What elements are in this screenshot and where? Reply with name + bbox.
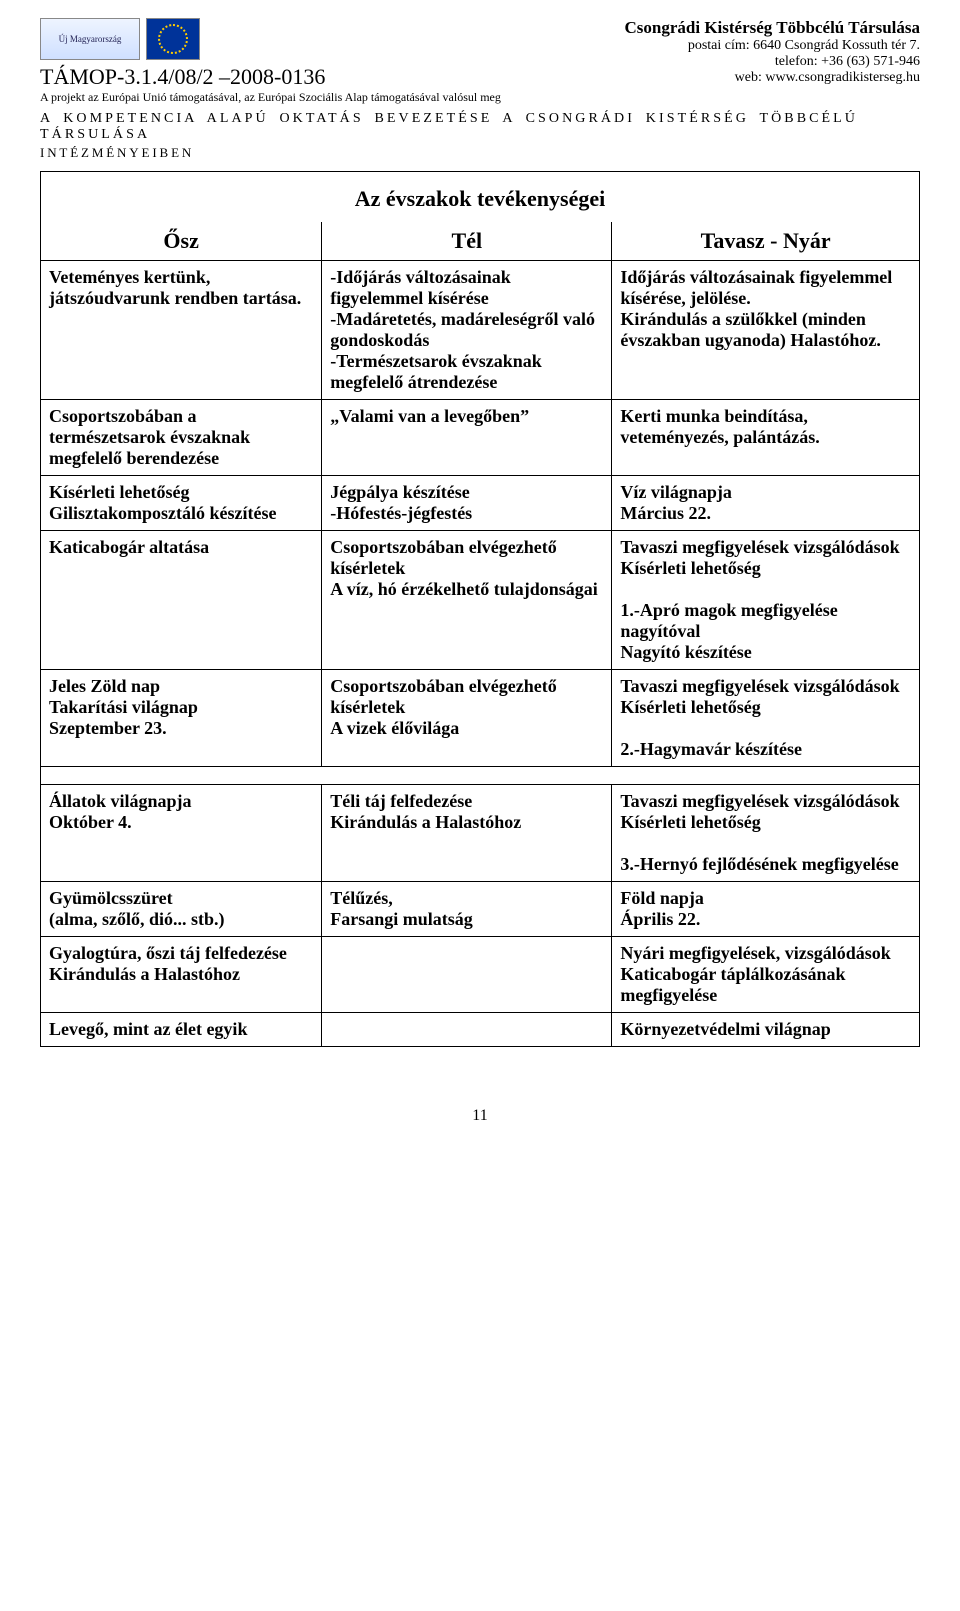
cell-text: 2.-Hagymavár készítése [620, 739, 802, 759]
cell: „Valami van a levegőben” [322, 400, 612, 476]
cell: Időjárás változásainak figyelemmelkíséré… [612, 261, 920, 400]
col-header-tel: Tél [322, 222, 612, 261]
cell: Gyümölcsszüret(alma, szőlő, dió... stb.) [41, 882, 322, 937]
spacer-row [41, 767, 920, 785]
cell: Télűzés,Farsangi mulatság [322, 882, 612, 937]
cell: Téli táj felfedezéseKirándulás a Halastó… [322, 785, 612, 882]
col-header-osz: Ősz [41, 222, 322, 261]
cell: Tavaszi megfigyelések vizsgálódásokKísér… [612, 785, 920, 882]
cell [322, 1013, 612, 1047]
cell: Környezetvédelmi világnap [612, 1013, 920, 1047]
cell: Csoportszobában elvégezhető kísérletekA … [322, 670, 612, 767]
cell-text: Tavaszi megfigyelések vizsgálódásokKísér… [620, 791, 899, 832]
cell: Víz világnapjaMárcius 22. [612, 476, 920, 531]
logo-uj-magyarorszag: Új Magyarország [40, 18, 140, 60]
cell-text: Tavaszi megfigyelések vizsgálódásokKísér… [620, 676, 899, 717]
cell: Tavaszi megfigyelések vizsgálódásokKísér… [612, 670, 920, 767]
eu-funding-note: A projekt az Európai Unió támogatásával,… [40, 90, 501, 105]
cell: Kerti munka beindítása, veteményezés, pa… [612, 400, 920, 476]
cell: Kísérleti lehetőségGilisztakomposztáló k… [41, 476, 322, 531]
cell-text: 1.-Apró magok megfigyelése nagyítóvalNag… [620, 600, 837, 662]
project-code: TÁMOP-3.1.4/08/2 –2008-0136 [40, 64, 501, 90]
phone-number: telefon: +36 (63) 571-946 [625, 54, 921, 70]
header-right: Csongrádi Kistérség Többcélú Társulása p… [625, 18, 921, 105]
cell: Jégpálya készítése-Hófestés-jégfestés [322, 476, 612, 531]
eu-stars-icon [158, 24, 188, 54]
page-header: Új Magyarország TÁMOP-3.1.4/08/2 –2008-0… [40, 18, 920, 105]
cell: Tavaszi megfigyelések vizsgálódásokKísér… [612, 531, 920, 670]
website: web: www.csongradikisterseg.hu [625, 70, 921, 86]
logo-eu-flag [146, 18, 200, 60]
cell: Állatok világnapja Október 4. [41, 785, 322, 882]
header-left: Új Magyarország TÁMOP-3.1.4/08/2 –2008-0… [40, 18, 501, 105]
organization-name: Csongrádi Kistérség Többcélú Társulása [625, 18, 921, 38]
col-header-tavasz: Tavasz - Nyár [612, 222, 920, 261]
cell: Csoportszobában a természetsarok évszakn… [41, 400, 322, 476]
banner-line-1: A KOMPETENCIA ALAPÚ OKTATÁS BEVEZETÉSE A… [40, 111, 920, 143]
activities-table: Az évszakok tevékenységei Ősz Tél Tavasz… [40, 171, 920, 1047]
cell: Nyári megfigyelések, vizsgálódásokKatica… [612, 937, 920, 1013]
table-title: Az évszakok tevékenységei [41, 172, 920, 223]
cell-text: 3.-Hernyó fejlődésének megfigyelése [620, 854, 898, 874]
cell: -Időjárás változásainak figyelemmel kísé… [322, 261, 612, 400]
cell: Veteményes kertünk, játszóudvarunk rendb… [41, 261, 322, 400]
cell: Katicabogár altatása [41, 531, 322, 670]
cell: Csoportszobában elvégezhető kísérletekA … [322, 531, 612, 670]
cell: Föld napjaÁprilis 22. [612, 882, 920, 937]
cell-text: Tavaszi megfigyelések vizsgálódásokKísér… [620, 537, 899, 578]
cell [322, 937, 612, 1013]
cell: Levegő, mint az élet egyik [41, 1013, 322, 1047]
page-number: 11 [40, 1107, 920, 1125]
postal-address: postai cím: 6640 Csongrád Kossuth tér 7. [625, 38, 921, 54]
cell: Jeles Zöld napTakarítási világnapSzeptem… [41, 670, 322, 767]
cell: Gyalogtúra, őszi táj felfedezéseKirándul… [41, 937, 322, 1013]
banner-line-2: INTÉZMÉNYEIBEN [40, 145, 920, 161]
logo-row: Új Magyarország [40, 18, 501, 60]
